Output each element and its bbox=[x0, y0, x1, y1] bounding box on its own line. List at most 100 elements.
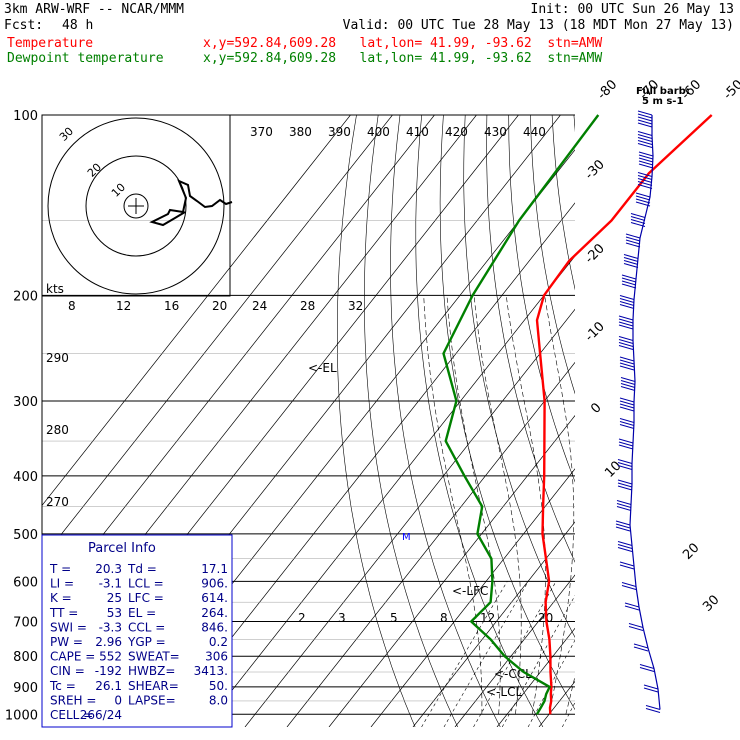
hodograph-units-label: kts bbox=[46, 282, 64, 296]
theta-label: 440 bbox=[523, 125, 546, 139]
mixing-ratio-lower-label: 12 bbox=[480, 611, 495, 625]
pressure-tick-label: 300 bbox=[13, 395, 38, 410]
mixing-ratio-upper-label: 12 bbox=[116, 299, 131, 313]
wind-barb-flag bbox=[630, 213, 646, 218]
parcel-info-cell: 17.1 bbox=[201, 562, 228, 576]
hodograph: 10 20 30 kts bbox=[41, 114, 233, 297]
parcel-info-cell: 306 bbox=[205, 650, 228, 664]
parcel-info-cell: 264. bbox=[201, 606, 228, 620]
wind-barb-flag bbox=[619, 397, 635, 403]
wind-barb-flag bbox=[637, 184, 653, 189]
wind-barb-flag bbox=[619, 421, 635, 426]
wind-barb-flag bbox=[637, 116, 653, 122]
wind-barb-flag bbox=[637, 122, 653, 128]
wind-barb-flag bbox=[638, 151, 654, 157]
mixing-ratio-upper-label: 16 bbox=[164, 299, 179, 313]
wind-barb-flag bbox=[618, 324, 634, 330]
parcel-info-cell: YGP = bbox=[127, 635, 166, 649]
wind-barb-flag bbox=[616, 503, 632, 508]
wind-barb-flag bbox=[615, 526, 631, 532]
isotherm-line bbox=[581, 115, 740, 727]
theta-left-label: 280 bbox=[46, 423, 69, 437]
temperature-profile bbox=[535, 114, 713, 715]
parcel-info-cell: LI = bbox=[50, 577, 74, 591]
isotherm-line bbox=[42, 115, 435, 613]
parcel-info-cell: 906. bbox=[201, 577, 228, 591]
parcel-info-cell: SWEAT= bbox=[128, 650, 180, 664]
wind-barb-flag bbox=[621, 585, 637, 590]
wind-barb-flag bbox=[618, 321, 634, 327]
wind-barb-flag bbox=[638, 154, 654, 160]
wind-barb-flag bbox=[624, 602, 640, 608]
wind-barb-flag bbox=[619, 356, 635, 362]
wind-barb-flag bbox=[645, 705, 661, 710]
wind-barb-flag bbox=[619, 295, 635, 300]
isotherm-line bbox=[244, 308, 575, 727]
sounding-annotation: <-EL bbox=[308, 361, 337, 375]
parcel-info-cell: -192 bbox=[95, 664, 122, 678]
wind-barb-flag bbox=[618, 438, 634, 444]
wind-barb-flag bbox=[628, 623, 644, 628]
wind-barb-flag bbox=[639, 664, 655, 669]
wind-barb-flag bbox=[637, 140, 653, 145]
wind-barb-flag bbox=[635, 198, 651, 204]
dry-adiabat-line bbox=[726, 115, 740, 727]
dry-adiabat-line bbox=[639, 115, 740, 727]
parcel-info-cell: CAPE = bbox=[50, 650, 95, 664]
dry-adiabat-line bbox=[508, 115, 575, 483]
pressure-tick-label: 200 bbox=[13, 289, 38, 304]
moist-adiabat-line bbox=[583, 295, 648, 714]
wind-barb-flag bbox=[623, 260, 639, 265]
parcel-info-cell: CCL = bbox=[128, 620, 165, 634]
wind-barb-flag bbox=[621, 280, 637, 286]
wind-barb-flag bbox=[638, 160, 654, 166]
wind-barb-flag bbox=[635, 201, 651, 207]
parcel-info-cell: Tc = bbox=[49, 679, 76, 693]
mixing-ratio-upper-label: 20 bbox=[212, 299, 227, 313]
isotherm-line bbox=[202, 255, 575, 727]
sounding-annotation: <-LFC bbox=[452, 584, 488, 598]
dewpoint-profile bbox=[442, 114, 600, 715]
wind-barb-flag bbox=[637, 134, 653, 139]
parcel-info-cell: 53 bbox=[107, 606, 122, 620]
wind-barb-flag bbox=[630, 222, 646, 227]
dewpoint-field-name: Dewpoint temperature bbox=[7, 51, 164, 66]
parcel-info-cell: T = bbox=[49, 562, 71, 576]
wind-barb-flag bbox=[621, 277, 637, 283]
wind-barb-flag bbox=[637, 143, 653, 148]
parcel-info-cell: TT = bbox=[49, 606, 78, 620]
parcel-info-cell: HWBZ= bbox=[128, 664, 175, 678]
parcel-info-cell: LAPSE= bbox=[128, 693, 176, 707]
pressure-tick-label: 900 bbox=[13, 681, 38, 696]
pressure-tick-label: 400 bbox=[13, 470, 38, 485]
wind-barb-flag bbox=[630, 216, 646, 221]
isotherm-line bbox=[42, 115, 393, 560]
wind-barb-flag bbox=[618, 339, 634, 344]
wind-barb-flag bbox=[620, 386, 636, 391]
wind-barb-flag bbox=[619, 403, 635, 409]
dry-adiabat-line bbox=[390, 115, 501, 727]
wind-barb-flag bbox=[625, 239, 641, 245]
dry-adiabat-line bbox=[573, 115, 575, 133]
wind-barb-flag bbox=[618, 444, 634, 450]
wind-barb-flag bbox=[619, 564, 635, 570]
theta-label: 420 bbox=[445, 125, 468, 139]
wind-barb-flag bbox=[638, 157, 654, 163]
sounding-annotation: <-LCL bbox=[486, 685, 522, 699]
dry-adiabat-line bbox=[596, 115, 740, 727]
wind-barb-flag bbox=[621, 274, 637, 280]
parcel-info-cell: 20.3 bbox=[95, 562, 122, 576]
wind-barb-flag bbox=[619, 359, 635, 365]
valid-time: Valid: 00 UTC Tue 28 May 13 (18 MDT Mon … bbox=[342, 18, 734, 33]
wind-barb-flag bbox=[619, 418, 635, 423]
wind-barb-flag bbox=[620, 380, 636, 385]
isotherm-line bbox=[370, 468, 575, 727]
wind-barb-flag bbox=[620, 377, 636, 382]
isotherm-line bbox=[328, 415, 575, 727]
parcel-info-cell: 614. bbox=[201, 591, 228, 605]
parcel-info-cell: SHEAR= bbox=[128, 679, 179, 693]
wind-barb-flag bbox=[625, 233, 641, 239]
wind-barb-flag bbox=[619, 400, 635, 406]
dry-adiabat-line bbox=[439, 115, 575, 711]
wind-barb-flag bbox=[623, 263, 639, 268]
